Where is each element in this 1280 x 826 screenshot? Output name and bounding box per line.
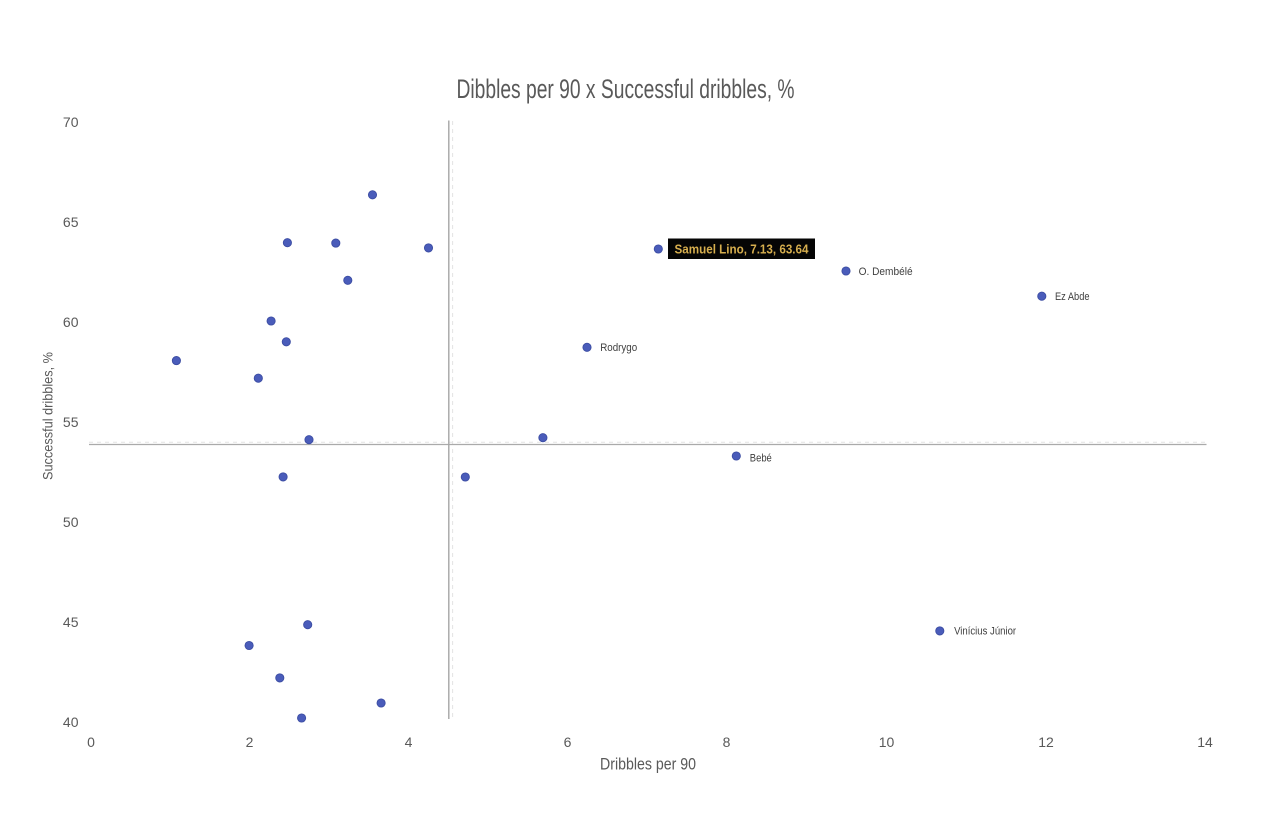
svg-text:2: 2	[246, 734, 254, 750]
svg-text:4: 4	[405, 734, 413, 750]
svg-text:70: 70	[63, 114, 79, 130]
svg-text:40: 40	[63, 714, 79, 730]
svg-text:Successful dribbles, %: Successful dribbles, %	[40, 352, 56, 480]
svg-text:Dibbles per 90 x Successful dr: Dibbles per 90 x Successful dribbles, %	[457, 74, 795, 104]
svg-text:Bebé: Bebé	[750, 453, 772, 465]
svg-text:65: 65	[63, 214, 79, 230]
svg-text:Dribbles per 90: Dribbles per 90	[600, 756, 696, 774]
svg-text:6: 6	[564, 734, 572, 750]
svg-text:14: 14	[1197, 734, 1213, 750]
svg-text:10: 10	[879, 734, 895, 750]
svg-text:Samuel Lino, 7.13, 63.64: Samuel Lino, 7.13, 63.64	[675, 242, 810, 257]
svg-text:8: 8	[723, 734, 731, 750]
svg-text:55: 55	[63, 414, 79, 430]
svg-text:O. Dembélé: O. Dembélé	[859, 266, 913, 278]
svg-text:Rodrygo: Rodrygo	[600, 342, 637, 354]
svg-text:12: 12	[1038, 734, 1054, 750]
svg-text:0: 0	[87, 734, 95, 750]
svg-text:60: 60	[63, 314, 79, 330]
svg-text:Vinícius Júnior: Vinícius Júnior	[954, 626, 1016, 638]
svg-text:50: 50	[63, 514, 79, 530]
svg-text:45: 45	[63, 614, 79, 630]
svg-text:Ez Abde: Ez Abde	[1055, 291, 1090, 303]
